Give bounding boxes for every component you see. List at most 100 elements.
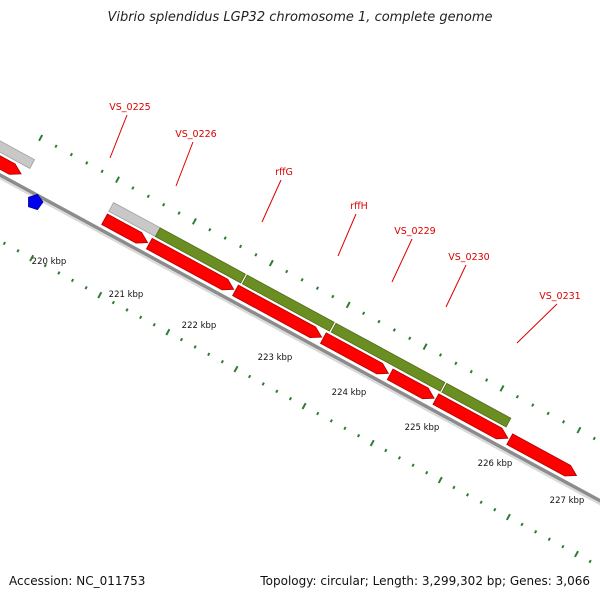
minor-tick <box>208 227 212 232</box>
gene-label: VS_0225 <box>109 102 150 113</box>
cds-arrow <box>145 237 235 291</box>
major-tick <box>233 365 239 373</box>
minor-tick <box>531 403 535 407</box>
minor-tick <box>469 369 473 374</box>
minor-tick <box>131 186 135 190</box>
minor-tick <box>343 426 347 431</box>
major-tick <box>301 402 307 410</box>
scale-label: 223 kbp <box>258 353 293 363</box>
minor-tick <box>177 211 181 215</box>
minor-tick <box>288 396 293 401</box>
minor-tick <box>152 322 156 327</box>
cds-arrow <box>432 393 509 440</box>
genome-stats-text: Topology: circular; Length: 3,299,302 bp… <box>260 574 590 588</box>
major-tick <box>574 550 579 558</box>
chromosome-backbone <box>0 173 600 506</box>
label-leader-lines <box>109 114 558 344</box>
minor-tick <box>479 500 483 505</box>
minor-tick <box>425 470 429 475</box>
minor-tick <box>408 336 412 341</box>
gene-bar-grey <box>0 140 36 169</box>
label-leader-line <box>261 179 282 223</box>
minor-tick <box>377 319 381 324</box>
minor-tick <box>520 522 524 527</box>
minor-tick <box>207 352 211 357</box>
scale-label: 222 kbp <box>182 321 217 331</box>
minor-tick <box>275 389 279 394</box>
minor-tick <box>85 161 89 165</box>
gene-label: VS_0230 <box>448 252 489 263</box>
minor-tick <box>2 241 6 246</box>
label-leader-line <box>337 213 357 257</box>
minor-tick <box>546 411 550 416</box>
scale-label: 226 kbp <box>478 459 513 469</box>
backbone-shadow <box>0 177 600 506</box>
minor-tick <box>254 252 258 257</box>
minor-tick <box>139 315 143 320</box>
minor-tick <box>465 493 470 497</box>
misc-feature-marker <box>28 193 44 211</box>
minor-tick <box>125 308 129 312</box>
major-tick <box>115 176 120 184</box>
label-leader-line <box>109 114 128 159</box>
major-tick <box>505 513 511 521</box>
gene-label: rffG <box>275 167 293 178</box>
gene-label: VS_0226 <box>175 129 216 140</box>
minor-tick <box>247 374 252 379</box>
cds-arrow <box>319 332 390 375</box>
minor-tick <box>162 202 166 207</box>
minor-tick <box>592 436 596 441</box>
minor-tick <box>397 456 402 460</box>
label-leader-line <box>175 141 194 187</box>
major-tick <box>369 439 375 447</box>
inner-tick-track <box>2 241 592 564</box>
minor-tick <box>331 294 335 299</box>
minor-tick <box>220 359 224 364</box>
minor-tick <box>485 378 489 382</box>
major-tick <box>38 134 44 142</box>
cds-track <box>0 155 578 477</box>
major-tick <box>576 426 582 434</box>
major-tick <box>97 291 103 299</box>
minor-tick <box>454 361 458 366</box>
gene-label: rffH <box>350 201 368 212</box>
minor-tick <box>534 530 538 534</box>
minor-tick <box>261 382 265 386</box>
gene-bar-green <box>330 322 446 392</box>
minor-tick <box>193 345 197 349</box>
gene-label: VS_0229 <box>394 226 435 237</box>
minor-tick <box>57 271 61 275</box>
minor-tick <box>179 337 184 342</box>
minor-tick <box>561 544 565 549</box>
cds-arrow <box>0 155 22 175</box>
minor-tick <box>111 300 115 305</box>
major-tick <box>437 476 443 484</box>
minor-tick <box>285 269 289 274</box>
minor-tick <box>300 278 304 282</box>
minor-tick <box>356 433 361 438</box>
major-tick <box>345 301 351 309</box>
scale-label: 227 kbp <box>550 496 585 506</box>
gene-track <box>0 140 512 428</box>
minor-tick <box>362 311 366 316</box>
minor-tick <box>54 144 58 149</box>
scale-label: 225 kbp <box>405 423 440 433</box>
outer-tick-track <box>38 134 596 441</box>
minor-tick <box>146 194 150 199</box>
label-leader-line <box>516 303 558 344</box>
major-tick <box>499 385 505 392</box>
gene-bar-green <box>154 227 246 284</box>
major-tick <box>29 254 35 262</box>
scale-label: 220 kbp <box>32 257 67 267</box>
minor-tick <box>452 485 456 490</box>
minor-tick <box>316 411 320 416</box>
minor-tick <box>329 419 333 423</box>
minor-tick <box>411 463 415 468</box>
gene-labels: VS_0225 VS_0226 rffG rffH VS_0229 VS_0230 VS_0… <box>109 102 580 302</box>
minor-tick <box>238 244 243 249</box>
scale-label: 224 kbp <box>332 388 367 398</box>
minor-tick <box>561 420 566 424</box>
gene-bar-green <box>441 382 512 428</box>
major-tick <box>191 218 197 225</box>
misc-features <box>28 193 44 211</box>
